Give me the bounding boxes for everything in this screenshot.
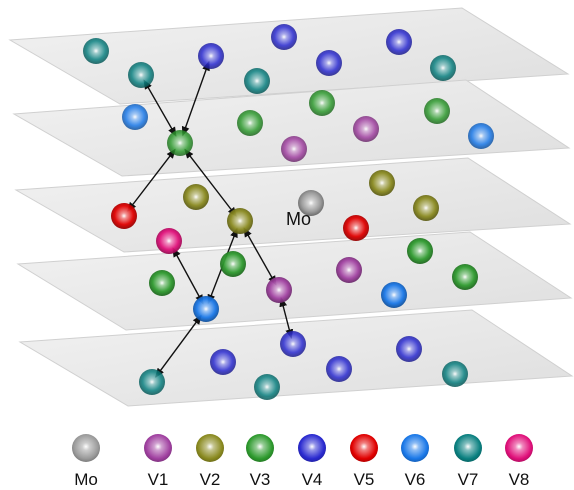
atom-v4 bbox=[396, 336, 422, 362]
atom-v3 bbox=[237, 110, 263, 136]
atom-v1 bbox=[266, 277, 292, 303]
legend-swatch-v4 bbox=[298, 434, 326, 462]
legend-swatch-v1 bbox=[144, 434, 172, 462]
diffusion-diagram: Mo bbox=[8, 7, 574, 407]
atom-v4 bbox=[198, 43, 224, 69]
atom-v7 bbox=[430, 55, 456, 81]
legend-label: V1 bbox=[147, 470, 169, 489]
legend-swatch-mo bbox=[72, 434, 100, 462]
atom-v2 bbox=[369, 170, 395, 196]
legend-label: V7 bbox=[457, 470, 479, 489]
atom-v4 bbox=[316, 50, 342, 76]
legend-label: V8 bbox=[508, 470, 530, 489]
legend-item-v2: V2 bbox=[188, 432, 232, 489]
atom-v4 bbox=[210, 349, 236, 375]
atoms bbox=[83, 24, 494, 400]
atom-v3 bbox=[167, 130, 193, 156]
atom-v7 bbox=[254, 374, 280, 400]
legend-swatch-v6 bbox=[401, 434, 429, 462]
legend-label: V6 bbox=[404, 470, 426, 489]
layer-plane-5 bbox=[18, 309, 574, 407]
hop-arrow-2 bbox=[181, 60, 210, 137]
legend-swatch-v5 bbox=[350, 434, 378, 462]
atom-v6 bbox=[122, 104, 148, 130]
atom-v3 bbox=[424, 98, 450, 124]
atom-v6 bbox=[193, 296, 219, 322]
atom-v2 bbox=[413, 195, 439, 221]
hop-arrows bbox=[127, 60, 294, 378]
legend-swatch-v3 bbox=[246, 434, 274, 462]
atom-v3 bbox=[452, 264, 478, 290]
atom-v3 bbox=[407, 238, 433, 264]
hop-arrow-7 bbox=[172, 247, 204, 305]
atom-v7 bbox=[442, 361, 468, 387]
atom-v3 bbox=[220, 251, 246, 277]
legend-item-v3: V3 bbox=[238, 432, 282, 489]
atom-v7 bbox=[244, 68, 270, 94]
atom-v2 bbox=[183, 184, 209, 210]
mo-atom-label: Mo bbox=[286, 209, 311, 229]
layer-plane-3 bbox=[14, 157, 572, 253]
legend-label: Mo bbox=[74, 470, 98, 489]
layer-plane-4 bbox=[16, 231, 573, 331]
legend-label: V4 bbox=[301, 470, 323, 489]
hop-arrow-6 bbox=[243, 227, 277, 286]
atom-v1 bbox=[336, 257, 362, 283]
legend-item-mo: Mo bbox=[64, 432, 108, 489]
legend-item-v7: V7 bbox=[446, 432, 490, 489]
legend-item-v1: V1 bbox=[136, 432, 180, 489]
atom-v1 bbox=[281, 136, 307, 162]
atom-v4 bbox=[326, 356, 352, 382]
hop-arrow-3 bbox=[127, 148, 176, 213]
legend-swatch-v8 bbox=[505, 434, 533, 462]
atom-v1 bbox=[353, 116, 379, 142]
atom-v5 bbox=[111, 203, 137, 229]
legend-label: V5 bbox=[353, 470, 375, 489]
atom-v2 bbox=[227, 208, 253, 234]
atom-v7 bbox=[83, 38, 109, 64]
atom-v6 bbox=[468, 123, 494, 149]
legend-swatch-v7 bbox=[454, 434, 482, 462]
hop-arrow-8 bbox=[154, 314, 202, 378]
atom-v4 bbox=[280, 331, 306, 357]
atom-v5 bbox=[343, 215, 369, 241]
legend-label: V2 bbox=[199, 470, 221, 489]
atom-mo bbox=[298, 190, 324, 216]
atom-v3 bbox=[149, 270, 175, 296]
hop-arrow-4 bbox=[184, 148, 237, 218]
legend-item-v6: V6 bbox=[393, 432, 437, 489]
legend-label: V3 bbox=[249, 470, 271, 489]
atom-v7 bbox=[128, 62, 154, 88]
atom-v7 bbox=[139, 369, 165, 395]
legend-item-v8: V8 bbox=[497, 432, 541, 489]
hop-arrow-1 bbox=[143, 79, 177, 137]
atom-v8 bbox=[156, 228, 182, 254]
legend-swatch-v2 bbox=[196, 434, 224, 462]
atom-v4 bbox=[271, 24, 297, 50]
legend-item-v4: V4 bbox=[290, 432, 334, 489]
atom-v4 bbox=[386, 29, 412, 55]
atom-v3 bbox=[309, 90, 335, 116]
atom-v6 bbox=[381, 282, 407, 308]
legend-item-v5: V5 bbox=[342, 432, 386, 489]
